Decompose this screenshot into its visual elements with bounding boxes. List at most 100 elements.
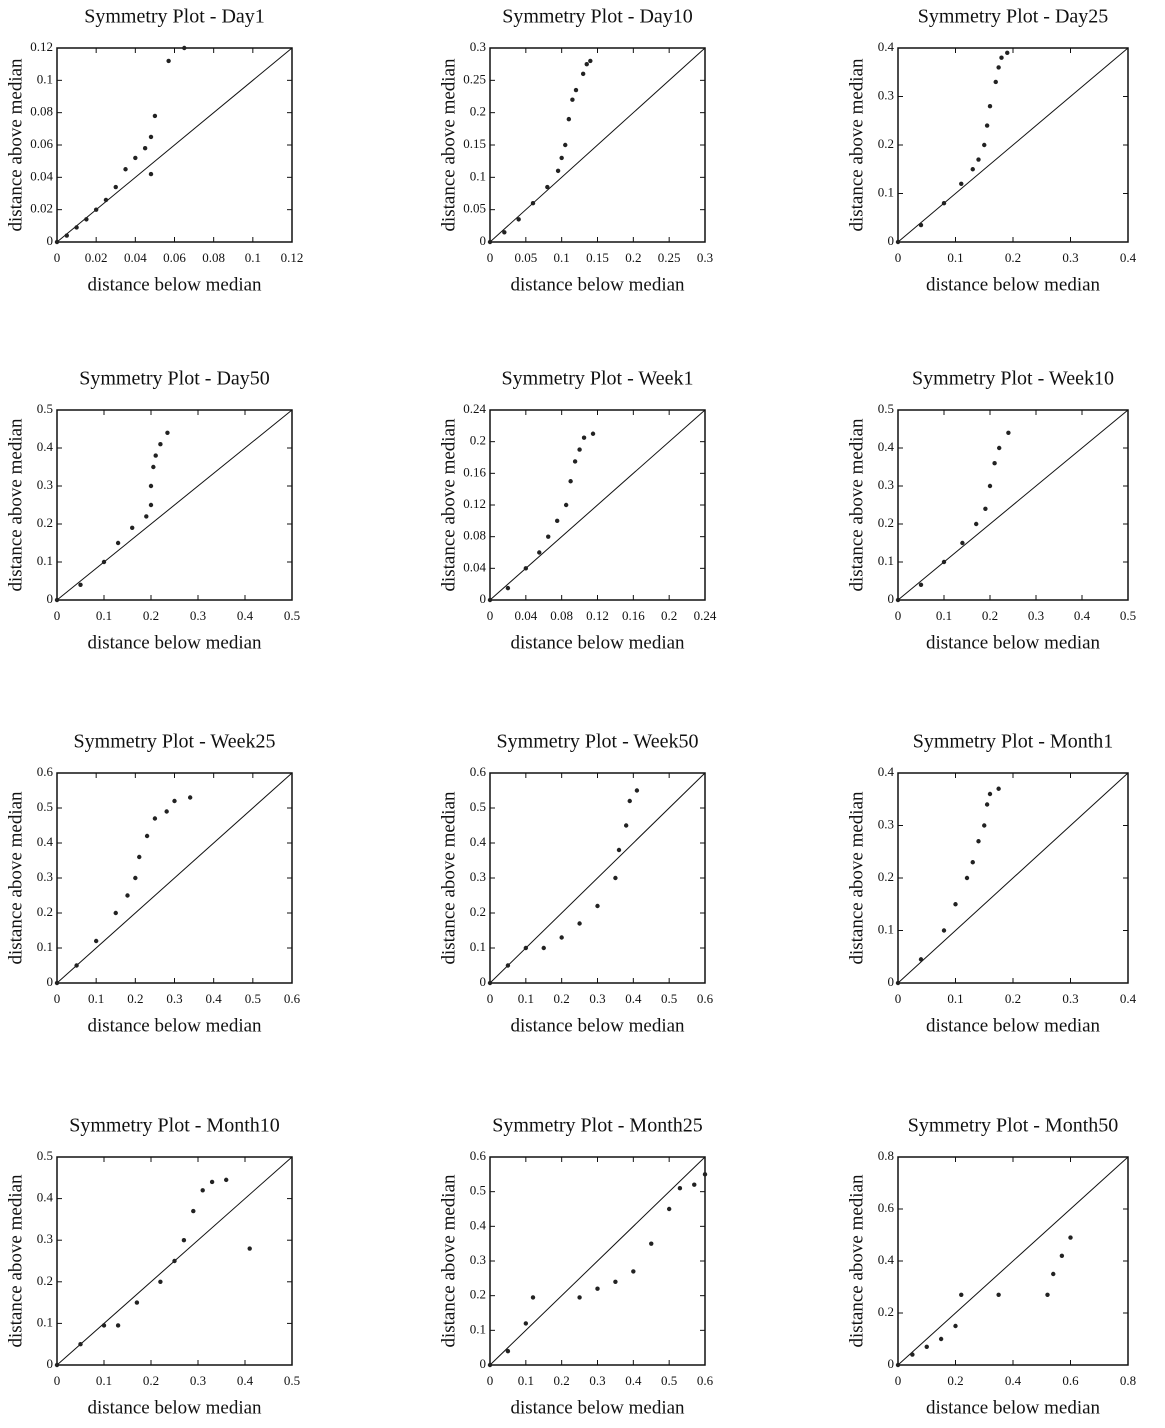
y-tick-label: 0.3 <box>37 477 53 492</box>
point <box>172 1258 177 1264</box>
x-tick-label: 0.08 <box>550 608 573 623</box>
point <box>702 1172 708 1177</box>
y-tick-label: 0 <box>47 591 54 606</box>
point <box>487 597 493 603</box>
y-axis-label: distance above median <box>5 58 26 232</box>
chart-title: Symmetry Plot - Month1 <box>913 731 1114 753</box>
point <box>101 559 107 565</box>
x-tick-label: 0.2 <box>554 1373 570 1388</box>
point <box>577 447 582 452</box>
point <box>113 184 118 190</box>
point <box>623 823 629 828</box>
point <box>613 875 618 881</box>
chart-title: Symmetry Plot - Week50 <box>497 731 699 753</box>
y-tick-label: 0.8 <box>878 1148 894 1163</box>
point <box>505 585 511 591</box>
chart-title: Symmetry Plot - Day10 <box>502 6 693 28</box>
x-tick-label: 0.3 <box>190 608 206 623</box>
point <box>74 225 79 230</box>
x-axis-label: distance below median <box>510 632 685 653</box>
x-tick-label: 0 <box>54 250 61 265</box>
point <box>677 1186 683 1191</box>
point <box>148 171 154 177</box>
x-tick-label: 0.4 <box>237 1373 254 1388</box>
point <box>918 582 924 587</box>
x-tick-label: 0.2 <box>143 1373 159 1388</box>
x-tick-label: 0.12 <box>586 608 609 623</box>
y-tick-label: 0.6 <box>37 764 54 779</box>
y-tick-label: 0 <box>888 233 895 248</box>
point <box>595 903 600 909</box>
point <box>137 854 142 860</box>
point <box>115 540 121 546</box>
y-tick-label: 0.5 <box>37 799 53 814</box>
point <box>152 113 158 119</box>
y-tick-label: 0.3 <box>470 869 486 884</box>
point <box>158 442 163 447</box>
y-tick-label: 0.4 <box>470 834 487 849</box>
x-tick-label: 0 <box>895 1373 902 1388</box>
y-tick-label: 0.6 <box>470 764 487 779</box>
point <box>987 483 993 489</box>
x-tick-label: 0.4 <box>1074 608 1091 623</box>
symmetry-plot: Symmetry Plot - Week1 0 0.04 0.08 0.12 0.16 0.… <box>438 368 717 654</box>
x-tick-label: 0 <box>487 250 494 265</box>
y-tick-label: 0.2 <box>878 1304 894 1319</box>
x-axis-label: distance below median <box>510 274 685 295</box>
point <box>247 1246 252 1251</box>
point <box>54 597 60 603</box>
point <box>584 61 589 67</box>
y-tick-label: 0.2 <box>470 1287 486 1302</box>
point <box>941 928 947 933</box>
x-tick-label: 0.3 <box>1028 608 1044 623</box>
y-tick-label: 0.2 <box>37 904 53 919</box>
y-tick-label: 0.3 <box>37 1231 53 1246</box>
y-tick-label: 0.4 <box>878 764 895 779</box>
x-tick-label: 0.1 <box>88 991 104 1006</box>
point <box>918 957 924 962</box>
x-tick-label: 0.2 <box>1005 250 1021 265</box>
x-tick-label: 0.2 <box>1005 991 1021 1006</box>
point <box>634 788 640 793</box>
x-tick-label: 0.4 <box>206 991 223 1006</box>
point <box>577 1295 582 1300</box>
y-tick-label: 0 <box>480 1356 487 1371</box>
point <box>999 55 1004 60</box>
point <box>982 823 987 828</box>
x-tick-label: 0.1 <box>554 250 570 265</box>
x-tick-label: 0.3 <box>1062 250 1078 265</box>
y-tick-label: 0.2 <box>878 515 894 530</box>
x-tick-label: 0.6 <box>1062 1373 1079 1388</box>
chart-title: Symmetry Plot - Week10 <box>912 368 1114 390</box>
y-tick-label: 0.2 <box>878 869 894 884</box>
y-tick-label: 0 <box>480 974 487 989</box>
y-tick-label: 0 <box>47 974 54 989</box>
point <box>649 1241 654 1246</box>
x-tick-label: 0.2 <box>947 1373 963 1388</box>
point <box>918 222 924 228</box>
point <box>78 1342 83 1347</box>
point <box>103 197 109 203</box>
x-tick-label: 0.08 <box>202 250 225 265</box>
point <box>134 1300 140 1305</box>
plot-frame <box>897 409 1129 601</box>
point <box>541 945 546 951</box>
point <box>559 935 564 940</box>
y-tick-label: 0.6 <box>878 1200 895 1215</box>
point <box>924 1344 929 1350</box>
symmetry-plot: Symmetry Plot - Week10 0 0.1 0.2 0.3 0.4 0.5 0 0… <box>846 368 1136 654</box>
x-tick-label: 0 <box>54 1373 61 1388</box>
point <box>570 97 575 102</box>
x-tick-label: 0.3 <box>589 1373 605 1388</box>
x-tick-label: 0.5 <box>284 1373 300 1388</box>
point <box>54 980 60 986</box>
y-axis-label: distance above median <box>846 791 867 965</box>
point <box>1005 50 1010 56</box>
point <box>152 816 158 821</box>
x-tick-label: 0.02 <box>85 250 108 265</box>
y-tick-label: 0.15 <box>463 136 486 151</box>
chart-title: Symmetry Plot - Week1 <box>502 368 694 390</box>
y-tick-label: 0.4 <box>37 834 54 849</box>
y-tick-label: 0.24 <box>463 401 486 416</box>
x-tick-label: 0.4 <box>1005 1373 1022 1388</box>
